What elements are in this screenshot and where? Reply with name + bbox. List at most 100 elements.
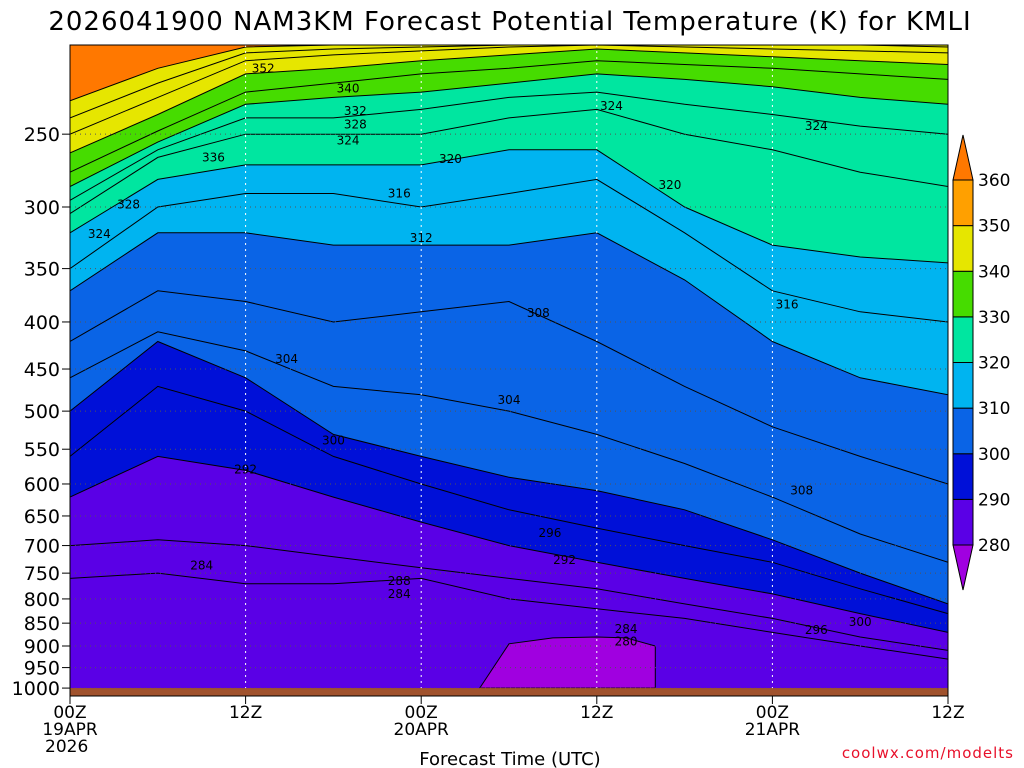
contour-320	[70, 149, 948, 264]
y-tick-label: 950	[24, 658, 60, 680]
contour-label: 336	[202, 150, 225, 164]
contour-label: 352	[252, 61, 275, 75]
y-tick-label: 800	[24, 589, 60, 611]
contour-296	[70, 385, 948, 615]
contour-label: 292	[553, 553, 576, 567]
band-328	[70, 73, 948, 201]
colorbar-box	[952, 362, 974, 409]
contour-304	[70, 331, 948, 563]
contour-288	[70, 539, 948, 651]
contour-284	[70, 572, 948, 660]
contour-label: 296	[805, 623, 828, 637]
band-316	[70, 149, 948, 322]
contour-label: 292	[234, 463, 257, 477]
y-tick-label: 500	[24, 401, 60, 423]
band-288	[70, 456, 948, 651]
contour-label: 284	[388, 587, 411, 601]
y-tick-label: 900	[24, 636, 60, 658]
contour-label: 320	[439, 152, 462, 166]
plot-frame	[69, 44, 949, 697]
band-340	[70, 45, 948, 153]
y-tick-label: 650	[24, 506, 60, 528]
band-312	[70, 179, 948, 395]
contour-label: 304	[275, 352, 298, 366]
contour-label: 304	[498, 393, 521, 407]
contour-label: 324	[600, 99, 623, 113]
band-308	[70, 232, 948, 484]
y-tick-label: 600	[24, 474, 60, 496]
contour-label: 328	[344, 117, 367, 131]
colorbar-tick-label: 360	[978, 171, 1010, 191]
contour-label: 316	[388, 186, 411, 200]
colorbar-tick-label: 310	[978, 399, 1010, 419]
contour-308	[70, 290, 948, 485]
x-tick-label: 00Z	[756, 703, 789, 723]
colorbar-tick-label: 300	[978, 445, 1010, 465]
contour-label: 296	[539, 526, 562, 540]
temperature-bands	[70, 45, 948, 696]
colorbar-tick-label: 340	[978, 262, 1010, 282]
contour-label: 284	[615, 622, 638, 636]
contour-332	[70, 73, 948, 187]
contour-label: 316	[776, 298, 799, 312]
x-tick-label: 20APR	[394, 720, 450, 740]
band-324	[70, 92, 948, 214]
band-332	[70, 60, 948, 187]
x-tick-label: 21APR	[745, 720, 801, 740]
colorbar-tick-label: 280	[978, 536, 1010, 556]
contour-348	[70, 45, 948, 119]
contour-lines	[70, 45, 948, 660]
contour-label: 320	[659, 178, 682, 192]
x-tick-label: 12Z	[580, 703, 613, 723]
x-axis-label: Forecast Time (UTC)	[419, 749, 600, 768]
colorbar: 280 290 300 310 320 330 340 350 360	[952, 134, 1010, 591]
y-tick-label: 350	[24, 259, 60, 281]
band-320	[70, 109, 948, 263]
contour-label: 300	[322, 433, 345, 447]
y-tick-label: 750	[24, 563, 60, 585]
colorbar-box	[952, 225, 974, 272]
band-300	[70, 331, 948, 604]
band-304	[70, 290, 948, 563]
contour-300	[70, 340, 948, 605]
colorbar-box	[952, 407, 974, 455]
contour-340	[70, 48, 948, 154]
colorbar-arrow-top	[952, 134, 974, 181]
contour-label: 332	[344, 104, 367, 118]
contour-316	[70, 178, 948, 323]
y-axis: 2503003504004505005506006507007508008509…	[12, 124, 70, 700]
y-tick-label: 1000	[12, 678, 60, 700]
contour-label: 324	[337, 134, 360, 148]
colorbar-box	[952, 179, 974, 227]
contour-label: 324	[805, 119, 828, 133]
x-tick-label: 2026	[45, 737, 88, 757]
colorbar-tick-label: 290	[978, 490, 1010, 510]
contour-label: 288	[388, 574, 411, 588]
contour-328	[70, 91, 948, 201]
x-tick-label: 00Z	[53, 703, 86, 723]
contour-label: 300	[849, 615, 872, 629]
contour-label: 328	[117, 197, 140, 211]
contour-label: 324	[88, 227, 111, 241]
contour-label: 312	[410, 231, 433, 245]
y-tick-label: 550	[24, 439, 60, 461]
credit-link[interactable]: coolwx.com/modelts	[842, 744, 1014, 762]
y-tick-label: 300	[24, 197, 60, 219]
contour-336	[70, 60, 948, 173]
contour-344	[70, 45, 948, 135]
colorbar-tick-label: 320	[978, 354, 1010, 374]
contour-label: 280	[615, 635, 638, 649]
colorbar-tick-label: 330	[978, 308, 1010, 328]
contour-label: 284	[190, 559, 213, 573]
colorbar-box	[952, 316, 974, 363]
contour-324	[70, 108, 948, 215]
x-tick-label: 12Z	[931, 703, 964, 723]
colorbar-arrow-bottom	[952, 544, 974, 591]
band-284	[70, 539, 948, 660]
y-tick-label: 700	[24, 536, 60, 558]
band-top	[70, 45, 948, 101]
